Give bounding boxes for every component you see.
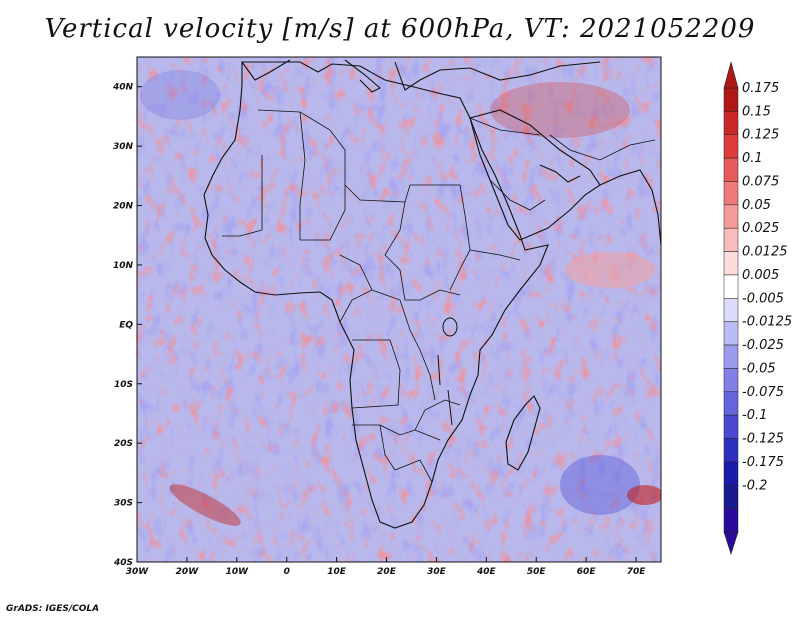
colorbar-swatch xyxy=(723,461,739,486)
lat-tick-label: 10N xyxy=(113,261,134,271)
colorbar-swatch xyxy=(723,438,739,463)
lon-tick-label: 60E xyxy=(577,567,597,577)
colorbar-label: 0.05 xyxy=(742,198,771,213)
colorbar: 0.175 0.15 0.125 0.1 0.075 0.05 0.025 0.0125 0.0… xyxy=(723,60,792,555)
colorbar-swatch xyxy=(723,414,739,439)
lat-tick-label: 20N xyxy=(113,202,134,212)
colorbar-swatch xyxy=(723,368,739,393)
velocity-field xyxy=(137,57,661,562)
italy-coastline xyxy=(344,59,381,93)
colorbar-label: 0.125 xyxy=(742,128,779,143)
colorbar-swatch xyxy=(723,321,739,346)
lon-tick-label: 10W xyxy=(226,567,250,577)
lon-tick-label: 20E xyxy=(377,567,397,577)
colorbar-label: -0.05 xyxy=(742,361,776,376)
colorbar-label: -0.075 xyxy=(742,385,784,400)
colorbar-swatch xyxy=(723,227,739,252)
lon-tick-label: 50E xyxy=(527,567,547,577)
lon-tick-label: 40E xyxy=(476,567,497,577)
lat-tick-label: 40S xyxy=(113,558,133,568)
colorbar-swatch xyxy=(723,508,739,533)
lat-tick-label: 30S xyxy=(114,499,133,509)
lat-tick-label: 10S xyxy=(114,380,133,390)
colorbar-swatch xyxy=(723,134,739,159)
grads-credit: GrADS: IGES/COLA xyxy=(6,604,100,614)
colorbar-label: 0.005 xyxy=(742,268,779,283)
colorbar-swatch xyxy=(723,87,739,112)
lon-tick-label: 10E xyxy=(327,567,347,577)
lat-tick-label: 20S xyxy=(114,439,133,449)
lon-tick-label: 0 xyxy=(284,567,290,577)
colorbar-swatch xyxy=(723,204,739,229)
colorbar-swatch xyxy=(723,111,739,135)
lat-tick-label: EQ xyxy=(119,320,133,330)
madagascar-coastline xyxy=(505,395,541,471)
map-frame xyxy=(136,56,662,563)
colorbar-swatch xyxy=(723,157,739,182)
colorbar-swatch xyxy=(723,298,739,322)
colorbar-label: 0.025 xyxy=(742,221,779,236)
colorbar-label: 0.175 xyxy=(742,81,779,96)
lon-tick-label: 70E xyxy=(627,567,647,577)
colorbar-label: -0.125 xyxy=(742,432,784,447)
colorbar-label: 0.075 xyxy=(742,174,779,189)
colorbar-label: 0.0125 xyxy=(742,245,788,260)
colorbar-swatch xyxy=(723,391,739,416)
country-borders xyxy=(222,109,656,483)
colorbar-top-arrow xyxy=(723,60,739,89)
lat-tick-label: 30N xyxy=(113,142,134,152)
colorbar-label: -0.175 xyxy=(742,455,784,470)
colorbar-label: -0.0125 xyxy=(742,315,792,330)
lon-tick-label: 20W xyxy=(176,567,200,577)
colorbar-label: -0.025 xyxy=(742,338,784,353)
colorbar-swatch xyxy=(723,251,739,276)
colorbar-swatch xyxy=(723,485,739,509)
lon-tick-label: 30W xyxy=(126,567,150,577)
colorbar-swatch xyxy=(723,274,739,299)
colorbar-swatch xyxy=(723,344,739,369)
europe-coastline xyxy=(241,59,291,81)
colorbar-label: 0.1 xyxy=(742,151,763,166)
page-title: Vertical velocity [m/s] at 600hPa, VT: 2… xyxy=(44,14,756,44)
longitude-ticks: 30W 20W 10W 0 10E 20E 30E 40E 50E 60E 70E xyxy=(126,557,646,577)
colorbar-label: -0.2 xyxy=(742,478,767,493)
asia-coastline xyxy=(599,169,661,246)
latitude-ticks: 40N 30N 20N 10N EQ 10S 20S 30S 40S xyxy=(112,83,142,568)
gulf-coastline xyxy=(539,164,581,183)
lat-tick-label: 40N xyxy=(112,83,134,93)
lon-tick-label: 30E xyxy=(427,567,447,577)
arabia-coastline xyxy=(469,109,601,241)
greece-turkey-coastline xyxy=(394,61,601,91)
lakes xyxy=(437,317,458,426)
colorbar-swatch xyxy=(723,181,739,206)
colorbar-bottom-arrow xyxy=(723,531,739,555)
colorbar-label: 0.15 xyxy=(742,104,771,119)
colorbar-label: -0.005 xyxy=(742,291,784,306)
colorbar-label: -0.1 xyxy=(742,408,767,423)
